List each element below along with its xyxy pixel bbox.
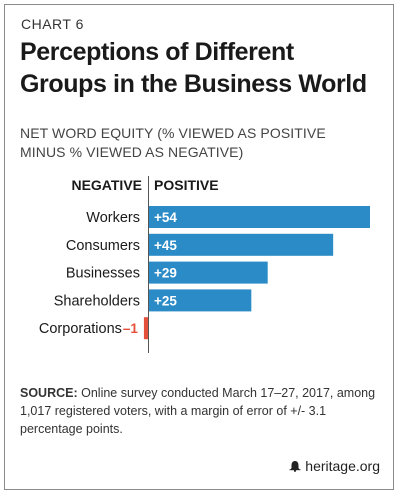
source-note: SOURCE: Online survey conducted March 17… — [20, 384, 380, 438]
chart-number: CHART 6 — [21, 16, 84, 32]
bar — [149, 206, 370, 228]
category-label: Workers — [86, 210, 140, 226]
legend-negative: NEGATIVE — [71, 177, 142, 193]
bar — [143, 317, 148, 340]
bar-chart: NEGATIVE POSITIVE Workers +54 Consumers +45 Bu… — [39, 176, 370, 353]
source-text: Online survey conducted March 17–27, 201… — [20, 386, 376, 436]
chart-subtitle: NET WORD EQUITY (% VIEWED AS POSITIVE MI… — [20, 125, 326, 160]
category-label: Consumers — [66, 238, 140, 254]
legend-positive: POSITIVE — [154, 177, 219, 193]
brand-mark: heritage.org — [289, 458, 380, 474]
source-label: SOURCE: — [20, 386, 78, 400]
category-label: Businesses — [66, 266, 140, 282]
value-label: +45 — [154, 238, 177, 253]
chart-title: Perceptions of Different Groups in the B… — [20, 38, 367, 98]
brand-text: heritage.org — [305, 458, 380, 474]
category-label: Corporations — [39, 321, 122, 337]
bar — [149, 261, 268, 284]
value-label: +25 — [154, 293, 177, 308]
value-label: –1 — [123, 321, 139, 336]
bell-icon — [289, 461, 301, 472]
bar — [149, 289, 252, 312]
value-label: +29 — [154, 266, 177, 281]
value-label: +54 — [154, 210, 177, 225]
bar — [149, 233, 334, 256]
category-label: Shareholders — [54, 293, 140, 309]
